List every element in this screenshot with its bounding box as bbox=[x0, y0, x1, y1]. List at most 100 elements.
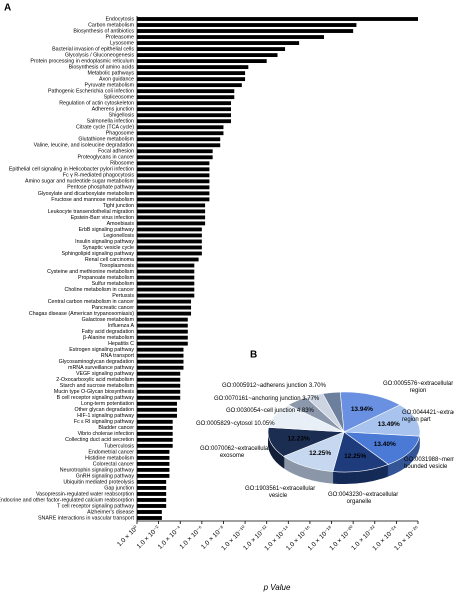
y-tick-label: Lysosome bbox=[110, 40, 134, 46]
y-tick-label: Adherens junction bbox=[92, 107, 134, 113]
y-tick-label: Colorectal cancer bbox=[93, 461, 134, 467]
pie-category-label: GO:0005576~extracellular region bbox=[383, 381, 454, 394]
y-tick-label: Hepatitis C bbox=[108, 341, 134, 347]
y-tick-label: Fatty acid degradation bbox=[82, 329, 134, 335]
y-tick-label: Vasopressin-regulated water reabsorption bbox=[36, 491, 134, 497]
y-tick-label: Fc γ R-mediated phagocytosis bbox=[63, 173, 135, 179]
y-tick-label: T cell receptor signaling pathway bbox=[57, 503, 134, 509]
bar bbox=[137, 516, 162, 520]
bar bbox=[137, 47, 286, 51]
bar bbox=[137, 371, 181, 376]
y-tick-label: Metabolic pathways bbox=[87, 71, 134, 77]
y-tick-label: Galactose metabolism bbox=[82, 317, 135, 323]
bar bbox=[137, 449, 170, 454]
bar bbox=[137, 197, 210, 202]
y-tick-label: Fructose and mannose metabolism bbox=[51, 197, 134, 203]
bar bbox=[137, 251, 202, 256]
bar bbox=[137, 191, 210, 196]
data-label: 12.23% bbox=[288, 435, 310, 442]
y-tick-label: Choline metabolism in cancer bbox=[65, 287, 135, 293]
bar bbox=[137, 161, 210, 166]
bar bbox=[137, 461, 170, 466]
bar bbox=[137, 365, 184, 370]
bar bbox=[137, 492, 167, 496]
y-tick-label: Vibrio cholerae infection bbox=[78, 431, 134, 437]
bar bbox=[137, 239, 202, 244]
bar bbox=[137, 227, 202, 232]
bar bbox=[137, 293, 195, 298]
y-tick-label: Focal adhesion bbox=[98, 149, 134, 155]
pie-category-label: GO:0043230~extracellular organelle bbox=[328, 492, 399, 505]
y-tick-label: Biosynthesis of antibiotics bbox=[73, 28, 134, 34]
bar bbox=[137, 245, 202, 250]
y-tick-label: Proteoglycans in cancer bbox=[77, 155, 134, 161]
bar bbox=[137, 155, 213, 160]
bar bbox=[137, 510, 162, 514]
bar bbox=[137, 407, 177, 412]
bar bbox=[137, 329, 188, 334]
y-tick-label: Pertussis bbox=[112, 293, 134, 299]
data-label: 13.40% bbox=[374, 441, 396, 448]
y-tick-label: Tuberculosis bbox=[104, 443, 134, 449]
y-tick-label: Carbon metabolism bbox=[88, 22, 135, 28]
bar bbox=[137, 395, 181, 400]
y-tick-label: Regulation of actin cytoskeleton bbox=[59, 101, 134, 107]
y-tick-label: Endometrial cancer bbox=[88, 449, 134, 455]
bar bbox=[137, 71, 246, 76]
bar bbox=[137, 41, 300, 45]
bar bbox=[137, 425, 173, 430]
y-tick-label: Amoebiasis bbox=[107, 221, 135, 227]
y-tick-label: Alzheimer's disease bbox=[87, 509, 134, 515]
y-tick-label: Gap junction bbox=[104, 485, 134, 491]
panel-label: A bbox=[4, 3, 11, 14]
bar bbox=[137, 443, 173, 448]
data-label: 13.94% bbox=[351, 406, 373, 413]
bar bbox=[137, 23, 357, 27]
bar bbox=[137, 504, 167, 508]
bar bbox=[137, 353, 184, 358]
y-tick-label: Valine, leucine, and isoleucine degradat… bbox=[34, 143, 134, 149]
y-tick-label: Ubiquitin mediated proteolysis bbox=[63, 479, 134, 485]
bar bbox=[137, 401, 177, 406]
pie-category-label: GO:0070161~anchoring junction 3.77% bbox=[214, 396, 320, 402]
y-tick-label: Endocrine and other factor-regulated cal… bbox=[0, 497, 134, 503]
bar bbox=[137, 77, 246, 82]
y-tick-label: Glyoxylate and dicarboxylate metabolism bbox=[38, 191, 135, 197]
bar bbox=[137, 125, 224, 130]
bar bbox=[137, 35, 324, 39]
y-tick-label: Toxoplasmosis bbox=[99, 263, 134, 269]
bar bbox=[137, 467, 170, 472]
bar bbox=[137, 413, 177, 418]
y-tick-label: Influenza A bbox=[108, 323, 135, 329]
bar bbox=[137, 119, 232, 124]
y-tick-label: Ribosome bbox=[110, 161, 134, 167]
data-label: 13.49% bbox=[378, 421, 400, 428]
y-tick-label: Pathogenic Escherichia coli infection bbox=[48, 89, 134, 95]
bar bbox=[137, 215, 206, 220]
y-tick-label: Biosynthesis of amino acids bbox=[69, 65, 135, 71]
y-tick-label: Insulin signaling pathway bbox=[75, 239, 134, 245]
pie-slice bbox=[283, 431, 345, 472]
y-tick-label: Neurotrophin signaling pathway bbox=[60, 467, 135, 473]
bar bbox=[137, 347, 184, 352]
bar bbox=[137, 167, 210, 172]
bar bbox=[137, 263, 195, 268]
y-tick-label: Citrate cycle (TCA cycle) bbox=[76, 125, 134, 131]
y-tick-label: Fc ε RI signaling pathway bbox=[74, 419, 134, 425]
bar bbox=[137, 113, 232, 118]
bar bbox=[137, 131, 224, 136]
y-tick-label: GnRH signaling pathway bbox=[76, 473, 135, 479]
bar bbox=[137, 281, 195, 286]
bar bbox=[137, 221, 206, 226]
bar bbox=[137, 95, 235, 100]
bar bbox=[137, 389, 181, 394]
bar bbox=[137, 498, 167, 502]
y-tick-label: Protein processing in endoplasmic reticu… bbox=[30, 58, 134, 64]
y-tick-label: Glycolysis / Gluconeogenesis bbox=[65, 52, 135, 58]
bar bbox=[137, 359, 184, 364]
y-tick-label: Bladder cancer bbox=[98, 425, 134, 431]
bar bbox=[137, 17, 418, 21]
bar bbox=[137, 341, 188, 346]
